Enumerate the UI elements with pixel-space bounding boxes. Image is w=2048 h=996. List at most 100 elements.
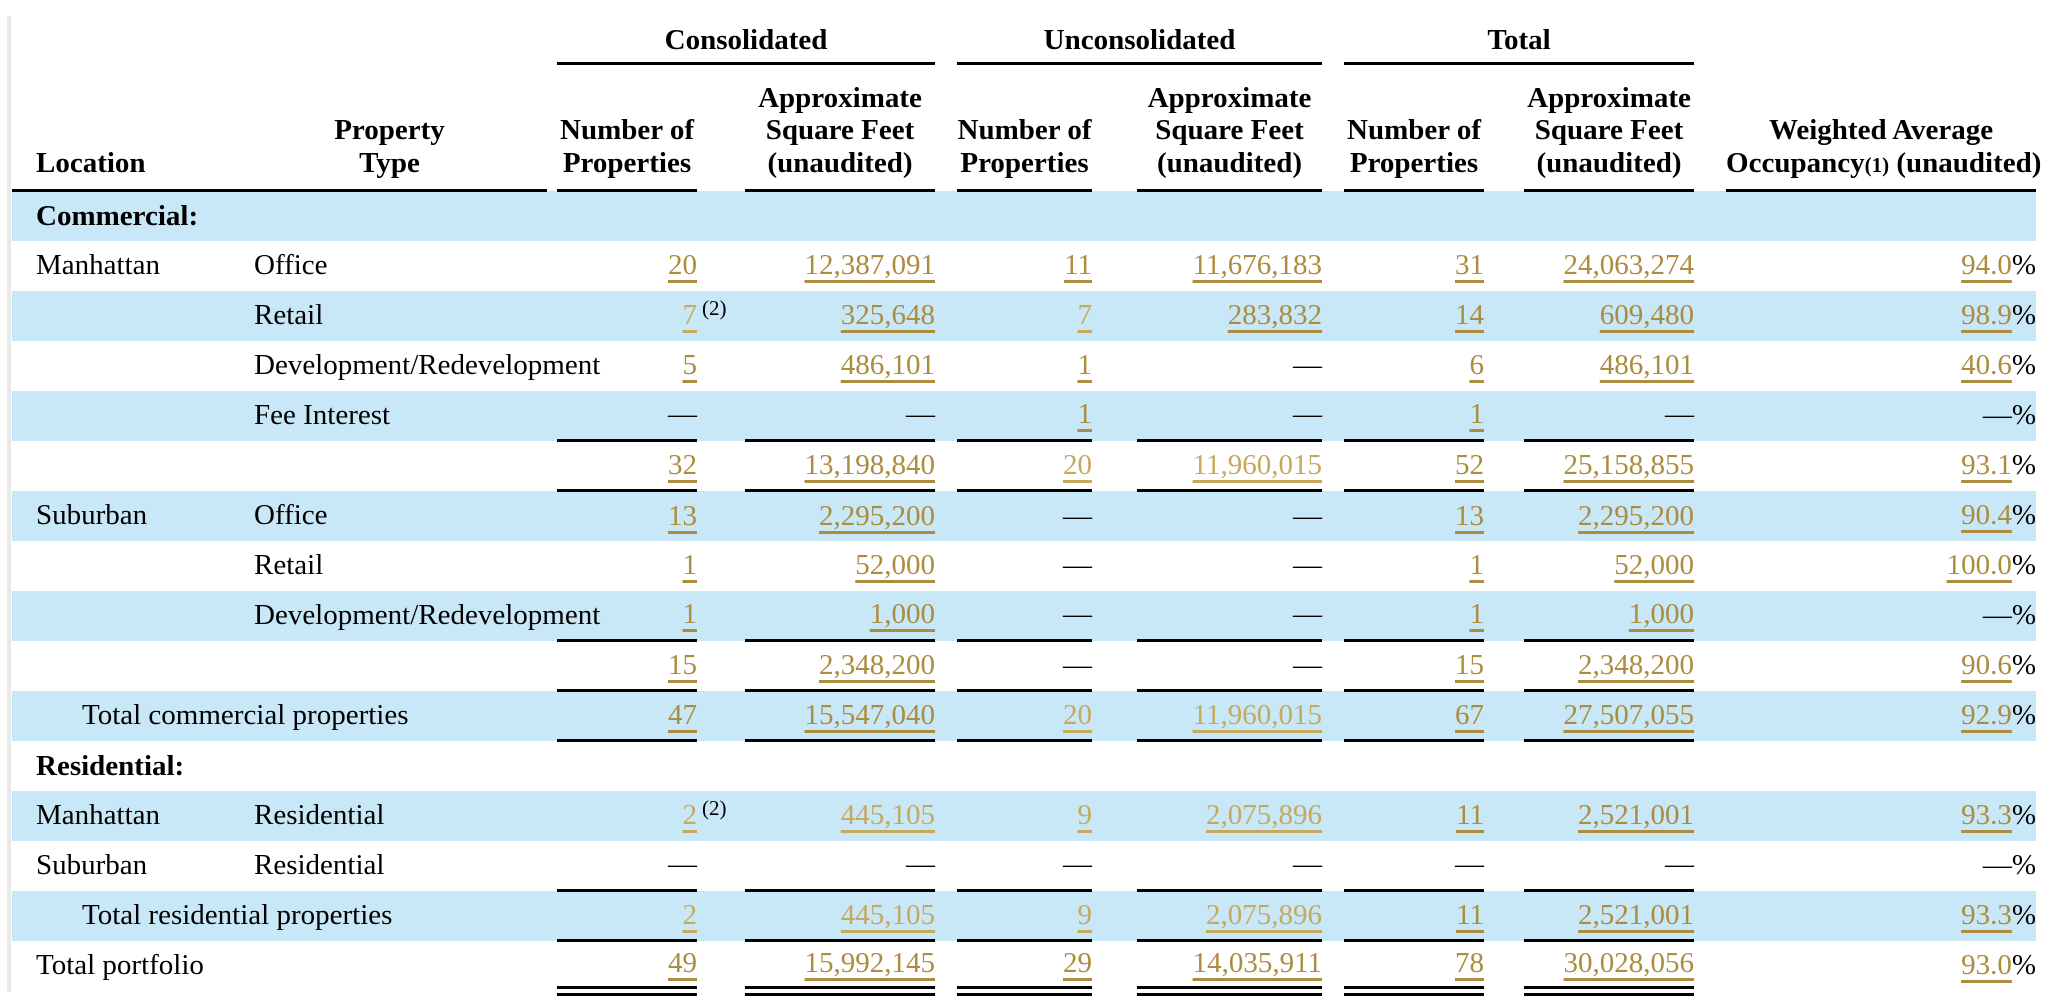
cell-total-sqft: 486,101: [1524, 341, 1694, 391]
cell-unconsolidated-sqft: 2,075,896: [1137, 890, 1323, 942]
unconsolidated-properties-link[interactable]: 20: [1063, 449, 1093, 481]
occupancy-link[interactable]: 90.6: [1961, 649, 2012, 681]
total-sqft-link[interactable]: 486,101: [1599, 349, 1695, 381]
unconsolidated-sqft-link: —: [1293, 649, 1323, 681]
unconsolidated-sqft-link: —: [1293, 349, 1323, 381]
total-sqft-link[interactable]: 2,348,200: [1578, 649, 1695, 681]
unconsolidated-sqft-link[interactable]: 2,075,896: [1206, 899, 1323, 931]
consolidated-properties-link[interactable]: 20: [668, 249, 697, 281]
spacer: [697, 64, 745, 191]
consolidated-sqft-link[interactable]: 1,000: [869, 598, 936, 631]
consolidated-sqft-link[interactable]: 13,198,840: [804, 449, 936, 481]
consolidated-sqft-link[interactable]: 12,387,091: [804, 249, 936, 281]
total-sqft-link[interactable]: 24,063,274: [1563, 249, 1695, 281]
occupancy-link[interactable]: 93.0: [1961, 949, 2012, 981]
cell-occupancy: 92.9%: [1726, 691, 2036, 741]
total-sqft-link[interactable]: 52,000: [1614, 549, 1695, 581]
total-sqft-link[interactable]: 2,521,001: [1578, 799, 1695, 831]
consolidated-properties-link[interactable]: 15: [668, 649, 697, 681]
group-header-row: Consolidated Unconsolidated Total: [12, 0, 2036, 65]
occupancy-link[interactable]: 92.9: [1961, 699, 2012, 731]
total-properties-link[interactable]: 1: [1469, 398, 1485, 431]
spacer: [1484, 341, 1524, 391]
consolidated-sqft-link[interactable]: 325,648: [840, 299, 936, 331]
occupancy-link[interactable]: 40.6: [1961, 349, 2012, 381]
unconsolidated-sqft-link[interactable]: 14,035,911: [1192, 947, 1323, 980]
unconsolidated-sqft-link[interactable]: 11,960,015: [1192, 699, 1323, 731]
footnote-2-marker: (2): [702, 296, 727, 320]
consolidated-properties-link[interactable]: 7: [682, 299, 698, 331]
total-properties-link[interactable]: 1: [1469, 598, 1485, 631]
total-properties-link[interactable]: 52: [1455, 449, 1485, 481]
occupancy-link[interactable]: 90.4: [1961, 499, 2012, 531]
total-properties-link[interactable]: 6: [1469, 349, 1485, 381]
unconsolidated-properties-link[interactable]: 7: [1077, 299, 1093, 331]
unconsolidated-sqft-link[interactable]: 283,832: [1227, 299, 1323, 331]
total-sqft-link[interactable]: 2,521,001: [1578, 899, 1695, 931]
occupancy-link[interactable]: 93.3: [1961, 799, 2012, 831]
total-properties-link[interactable]: 14: [1455, 299, 1485, 331]
total-sqft-link[interactable]: 25,158,855: [1563, 449, 1695, 481]
occupancy-link[interactable]: 94.0: [1961, 249, 2012, 281]
unconsolidated-properties-link[interactable]: 1: [1077, 398, 1093, 431]
total-sqft-link[interactable]: 2,295,200: [1578, 499, 1695, 532]
total-properties-link[interactable]: 11: [1456, 799, 1485, 831]
unconsolidated-properties-link[interactable]: 11: [1064, 249, 1093, 281]
occupancy-link[interactable]: 100.0: [1946, 549, 2012, 581]
occupancy-link[interactable]: 98.9: [1961, 299, 2012, 331]
unconsolidated-sqft-link[interactable]: 11,960,015: [1192, 449, 1323, 481]
total-sqft-link[interactable]: 1,000: [1628, 598, 1695, 631]
cell-total-sqft: 25,158,855: [1524, 440, 1695, 492]
percent-sign: %: [2011, 899, 2037, 931]
cell-consolidated-sqft: —: [745, 390, 936, 442]
consolidated-properties-link[interactable]: 47: [668, 699, 697, 731]
consolidated-properties-link[interactable]: 49: [668, 947, 697, 980]
consolidated-sqft-link[interactable]: 15,992,145: [804, 947, 936, 980]
consolidated-sqft-link[interactable]: 445,105: [840, 799, 936, 831]
unconsolidated-sqft-link[interactable]: 11,676,183: [1192, 249, 1323, 281]
spacer: [1694, 441, 1726, 491]
cell-consolidated-sqft: 13,198,840: [745, 440, 936, 492]
consolidated-properties-link[interactable]: 5: [682, 349, 698, 381]
total-sqft-link[interactable]: 609,480: [1599, 299, 1695, 331]
total-properties-link[interactable]: 31: [1455, 249, 1485, 281]
cell-consolidated-sqft: 486,101: [745, 341, 935, 391]
column-header-row: Location Property Type Number of Propert…: [12, 63, 2041, 192]
total-properties-link[interactable]: 15: [1455, 649, 1485, 681]
occupancy-link[interactable]: 93.3: [1961, 899, 2012, 931]
total-properties-link[interactable]: 78: [1455, 947, 1485, 980]
unconsolidated-properties-link[interactable]: 9: [1077, 799, 1093, 831]
unconsolidated-properties-link[interactable]: 1: [1077, 349, 1093, 381]
consolidated-sqft-link[interactable]: 486,101: [840, 349, 936, 381]
consolidated-properties-link[interactable]: 2: [682, 899, 698, 931]
consolidated-properties-link[interactable]: 32: [668, 449, 697, 481]
consolidated-properties-link[interactable]: 2: [682, 799, 698, 831]
total-sqft-link[interactable]: 30,028,056: [1563, 947, 1695, 980]
cell-total-properties: 31: [1344, 241, 1484, 291]
consolidated-properties-link[interactable]: 1: [682, 549, 698, 581]
consolidated-sqft-link[interactable]: 52,000: [855, 549, 936, 581]
total-properties-link[interactable]: 1: [1469, 549, 1485, 581]
consolidated-sqft-link[interactable]: 2,348,200: [819, 649, 936, 681]
section-row: Commercial:: [12, 190, 2037, 241]
unconsolidated-properties-link[interactable]: 20: [1063, 699, 1093, 731]
unconsolidated-properties-link[interactable]: 9: [1077, 899, 1093, 931]
unconsolidated-sqft-link[interactable]: 2,075,896: [1206, 799, 1323, 831]
cell-location: Total residential properties: [82, 899, 393, 931]
total-sqft-link[interactable]: 27,507,055: [1563, 699, 1695, 731]
total-properties-link[interactable]: 11: [1456, 899, 1485, 931]
unconsolidated-properties-link: —: [1063, 598, 1093, 631]
cell-footnote: [697, 941, 745, 991]
occupancy-link[interactable]: 93.1: [1961, 449, 2012, 481]
consolidated-properties-link[interactable]: 1: [682, 598, 698, 631]
total-properties-link[interactable]: 67: [1455, 699, 1485, 731]
unconsolidated-properties-link[interactable]: 29: [1063, 947, 1093, 980]
consolidated-sqft-link[interactable]: 445,105: [840, 899, 936, 931]
consolidated-properties-link[interactable]: 13: [668, 499, 697, 532]
cell-property-type: Residential: [254, 799, 385, 831]
cell-total-properties: 52: [1344, 440, 1485, 492]
cell-occupancy: 93.0%: [1726, 941, 2036, 991]
total-properties-link[interactable]: 13: [1455, 499, 1485, 532]
consolidated-sqft-link[interactable]: 2,295,200: [819, 499, 936, 532]
consolidated-sqft-link[interactable]: 15,547,040: [804, 699, 936, 731]
